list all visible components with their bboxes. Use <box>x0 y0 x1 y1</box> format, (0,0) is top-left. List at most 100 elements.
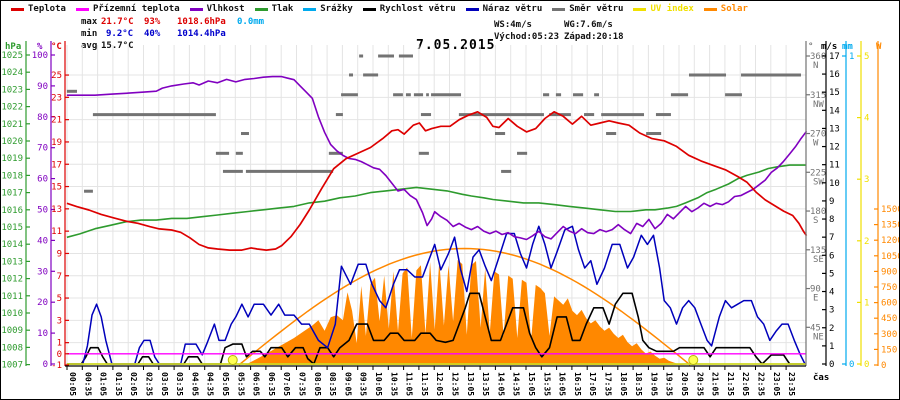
legend-item: Solar <box>703 4 748 14</box>
svg-text:00:05: 00:05 <box>68 372 77 396</box>
svg-text:16:35: 16:35 <box>573 372 582 396</box>
svg-text:21:05: 21:05 <box>711 372 720 396</box>
svg-text:23: 23 <box>51 93 62 103</box>
svg-text:600: 600 <box>881 299 897 309</box>
svg-text:08:05: 08:05 <box>313 372 322 396</box>
svg-text:100: 100 <box>32 51 48 61</box>
svg-text:15:05: 15:05 <box>527 372 536 396</box>
legend-item: Rychlost větru <box>362 4 456 14</box>
legend-item: Srážky <box>303 4 353 14</box>
svg-text:1014: 1014 <box>1 240 23 250</box>
legend-swatch <box>552 7 566 11</box>
legend-swatch <box>303 7 317 11</box>
svg-text:03:05: 03:05 <box>160 372 169 396</box>
svg-text:12: 12 <box>829 143 840 153</box>
svg-text:14:35: 14:35 <box>512 372 521 396</box>
svg-text:E: E <box>813 294 818 304</box>
svg-text:7: 7 <box>829 233 834 243</box>
svg-text:10: 10 <box>37 329 48 339</box>
svg-text:04:05: 04:05 <box>190 372 199 396</box>
chart-legend: Teplota Přízemní teplota Vlhkost Tlak Srážky… <box>11 4 748 14</box>
legend-label: Teplota <box>28 4 66 14</box>
svg-text:0: 0 <box>43 360 48 370</box>
svg-text:17: 17 <box>51 160 62 170</box>
svg-text:21:35: 21:35 <box>726 372 735 396</box>
stat-wind-gust: WG:7.6m/s <box>564 20 613 30</box>
svg-text:S: S <box>813 216 818 226</box>
stat-wind-speed: WS:4m/s <box>494 20 532 30</box>
chart-title-date: 7.05.2015 <box>416 38 496 53</box>
svg-text:80: 80 <box>37 113 48 123</box>
svg-text:3: 3 <box>864 175 869 185</box>
svg-text:150: 150 <box>881 345 897 355</box>
svg-text:22:35: 22:35 <box>757 372 766 396</box>
svg-text:0: 0 <box>864 360 869 370</box>
stat-max-temp: 21.7°C <box>101 17 134 27</box>
legend-label: Srážky <box>320 4 353 14</box>
legend-label: Směr větru <box>569 4 624 14</box>
legend-item: Náraz větru <box>465 4 543 14</box>
svg-text:10:35: 10:35 <box>389 372 398 396</box>
svg-text:1025: 1025 <box>1 51 23 61</box>
svg-text:13:35: 13:35 <box>481 372 490 396</box>
svg-text:3: 3 <box>829 306 834 316</box>
svg-text:hPa: hPa <box>5 42 21 52</box>
svg-text:18:35: 18:35 <box>634 372 643 396</box>
svg-text:NE: NE <box>813 332 824 342</box>
legend-item: UV index <box>633 4 694 14</box>
svg-text:0: 0 <box>57 350 62 360</box>
svg-text:90: 90 <box>37 82 48 92</box>
stat-max-humidity: 93% <box>144 17 161 27</box>
svg-text:1010: 1010 <box>1 309 23 319</box>
svg-text:60: 60 <box>37 175 48 185</box>
svg-text:1050: 1050 <box>881 252 900 262</box>
legend-swatch <box>11 7 24 11</box>
svg-text:7: 7 <box>57 272 62 282</box>
svg-text:750: 750 <box>881 283 897 293</box>
svg-text:02:05: 02:05 <box>129 372 138 396</box>
svg-text:450: 450 <box>881 314 897 324</box>
svg-text:1011: 1011 <box>1 292 23 302</box>
svg-text:11: 11 <box>829 161 840 171</box>
svg-text:08:35: 08:35 <box>328 372 337 396</box>
svg-text:02:35: 02:35 <box>145 372 154 396</box>
svg-text:70: 70 <box>37 144 48 154</box>
legend-label: Tlak <box>271 4 294 14</box>
svg-text:15:35: 15:35 <box>542 372 551 396</box>
svg-text:18:05: 18:05 <box>619 372 628 396</box>
svg-text:14: 14 <box>829 106 840 116</box>
legend-item: Vlhkost <box>189 4 245 14</box>
svg-text:9: 9 <box>57 249 62 259</box>
stat-avg-temp: 15.7°C <box>101 41 134 51</box>
svg-text:10: 10 <box>829 179 840 189</box>
svg-text:20: 20 <box>37 298 48 308</box>
legend-swatch <box>189 7 203 11</box>
svg-text:11:35: 11:35 <box>420 372 429 396</box>
svg-text:5: 5 <box>864 52 869 62</box>
stat-min-humidity: 40% <box>144 29 161 39</box>
svg-text:17: 17 <box>829 52 840 62</box>
svg-text:1350: 1350 <box>881 221 900 231</box>
svg-text:05:05: 05:05 <box>221 372 230 396</box>
svg-text:m/s: m/s <box>821 42 837 52</box>
svg-text:%: % <box>37 42 43 52</box>
svg-text:4: 4 <box>829 288 834 298</box>
series-line <box>66 164 807 239</box>
solar-radiation-area <box>244 260 686 365</box>
svg-text:8: 8 <box>829 215 834 225</box>
svg-text:1017: 1017 <box>1 189 23 199</box>
svg-text:22:05: 22:05 <box>741 372 750 396</box>
svg-text:0: 0 <box>881 361 886 371</box>
svg-text:90: 90 <box>810 285 821 295</box>
series-line <box>66 75 808 241</box>
svg-text:09:05: 09:05 <box>343 372 352 396</box>
legend-label: Náraz větru <box>482 4 543 14</box>
svg-text:W: W <box>813 139 819 149</box>
legend-label: Přízemní teplota <box>92 4 180 14</box>
svg-text:15: 15 <box>51 183 62 193</box>
svg-text:25: 25 <box>51 71 62 81</box>
legend-item: Tlak <box>254 4 294 14</box>
svg-text:9: 9 <box>829 197 834 207</box>
svg-text:40: 40 <box>37 236 48 246</box>
